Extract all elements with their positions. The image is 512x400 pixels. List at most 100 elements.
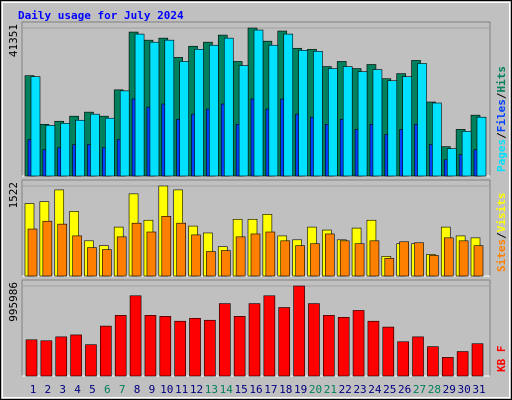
bar [174, 320, 186, 377]
bar [146, 231, 157, 277]
x-tick-label: 22 [339, 383, 352, 396]
bar [40, 340, 53, 377]
bar [325, 233, 335, 277]
bar [339, 240, 350, 277]
bar [179, 61, 189, 177]
x-tick-label: 25 [383, 383, 396, 396]
bar [367, 320, 380, 377]
legend-separator: / [495, 232, 508, 239]
bar [75, 119, 85, 177]
bar [278, 307, 291, 377]
bar [60, 122, 71, 177]
bar [70, 334, 82, 377]
x-tick-label: 4 [74, 383, 81, 396]
bar [458, 240, 469, 277]
bar [471, 343, 484, 377]
y-tick-label: 41351 [7, 24, 20, 57]
bar [25, 339, 38, 377]
bar [308, 303, 320, 377]
legend: Sites/Visits [495, 193, 508, 273]
x-tick-label: 3 [59, 383, 66, 396]
x-tick-label: 5 [89, 383, 96, 396]
bar [432, 102, 442, 177]
bar [119, 90, 130, 177]
bar [129, 295, 142, 377]
bar [144, 315, 157, 377]
bar [90, 113, 100, 177]
bar [72, 235, 82, 277]
bar [298, 50, 308, 177]
bar [220, 250, 231, 277]
bar [131, 222, 142, 277]
legend-entry: Sites [495, 239, 508, 272]
bar [102, 249, 112, 277]
bar [293, 285, 305, 377]
x-tick-label: 21 [324, 383, 337, 396]
bar [443, 237, 454, 277]
bar [233, 316, 246, 377]
bar [105, 117, 115, 177]
x-tick-label: 23 [353, 383, 366, 396]
bar [164, 39, 175, 177]
legend: Pages/Files/Hits [495, 66, 508, 172]
bar [399, 241, 409, 277]
x-tick-label: 15 [235, 383, 248, 396]
x-tick-label: 11 [175, 383, 188, 396]
x-tick-label: 14 [220, 383, 234, 396]
bar [382, 326, 395, 377]
x-tick-label: 7 [119, 383, 126, 396]
bar [57, 223, 68, 277]
x-tick-label: 26 [398, 383, 411, 396]
bar [206, 251, 216, 277]
bar [337, 317, 350, 377]
bar [369, 240, 380, 277]
bar [55, 336, 68, 377]
legend-entry: KB F [495, 346, 508, 373]
bar [161, 216, 172, 277]
x-tick-label: 19 [294, 383, 307, 396]
bar [328, 68, 338, 177]
bar [223, 37, 234, 177]
x-tick-label: 16 [249, 383, 262, 396]
bar [100, 325, 112, 377]
bar [352, 310, 365, 377]
chart-title: Daily usage for July 2024 [18, 9, 184, 22]
x-tick-label: 12 [190, 383, 203, 396]
bar [354, 243, 365, 277]
bar [87, 247, 97, 277]
bar [476, 116, 487, 177]
legend-separator: / [495, 132, 508, 139]
bar [248, 303, 261, 377]
bar [191, 234, 201, 277]
x-tick-label: 30 [458, 383, 471, 396]
legend-separator: / [495, 92, 508, 99]
bar [114, 315, 127, 377]
x-tick-label: 10 [160, 383, 173, 396]
bar [323, 315, 335, 377]
bar [372, 69, 383, 177]
bar [159, 316, 172, 377]
bar [429, 255, 439, 277]
bar [313, 51, 323, 177]
legend-entry: Hits [495, 66, 508, 93]
bar [30, 76, 41, 177]
bar [250, 233, 261, 277]
bar [265, 231, 276, 277]
x-tick-label: 24 [368, 383, 382, 396]
x-tick-label: 1 [30, 383, 37, 396]
bar [427, 346, 439, 377]
bar [473, 245, 484, 277]
x-tick-label: 13 [205, 383, 218, 396]
bar [414, 242, 424, 277]
legend: KB F [495, 346, 508, 373]
x-tick-label: 8 [134, 383, 141, 396]
bar [310, 243, 320, 277]
x-tick-label: 28 [428, 383, 441, 396]
bar [209, 44, 219, 177]
bar [253, 29, 264, 177]
bar [280, 240, 291, 277]
bar [295, 245, 305, 277]
bar [218, 303, 231, 377]
bar [238, 65, 249, 177]
